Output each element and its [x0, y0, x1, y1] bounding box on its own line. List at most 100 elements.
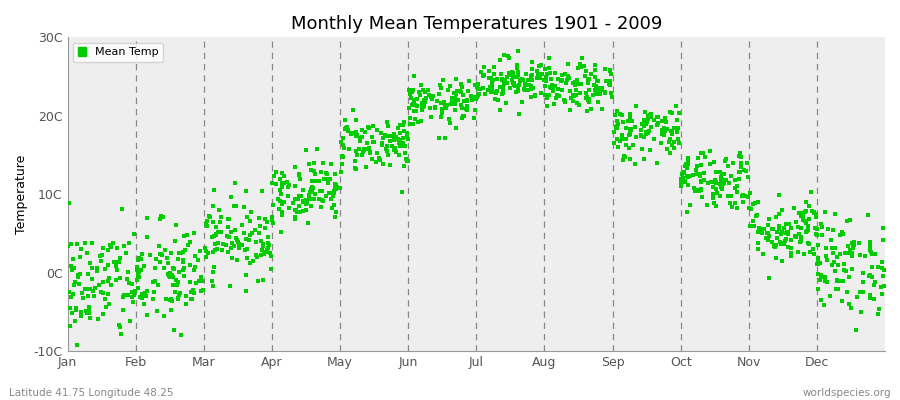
Point — [580, 80, 595, 86]
Point — [287, 214, 302, 220]
Point — [693, 186, 707, 193]
Point — [138, 290, 152, 296]
Point — [840, 218, 854, 224]
Point — [571, 65, 585, 72]
Point — [238, 188, 253, 194]
Point — [798, 209, 813, 215]
Point — [708, 186, 723, 192]
Point — [403, 95, 418, 102]
Point — [616, 152, 631, 159]
Point — [200, 218, 214, 224]
Point — [698, 154, 713, 160]
Point — [603, 68, 617, 74]
Point — [386, 131, 400, 137]
Point — [215, 247, 230, 254]
Point — [382, 138, 397, 144]
Point — [140, 293, 154, 300]
Point — [719, 177, 733, 183]
Point — [801, 203, 815, 209]
Point — [282, 204, 296, 211]
Point — [126, 230, 140, 237]
Point — [357, 147, 372, 153]
Point — [730, 205, 744, 211]
Point — [689, 163, 704, 169]
Point — [113, 331, 128, 338]
Point — [801, 223, 815, 230]
Point — [467, 115, 482, 122]
Point — [335, 161, 349, 168]
Point — [154, 251, 168, 257]
Point — [470, 84, 484, 90]
Point — [494, 71, 508, 77]
Point — [288, 216, 302, 222]
Point — [730, 189, 744, 195]
Point — [770, 229, 784, 235]
Point — [464, 97, 479, 103]
Point — [867, 282, 881, 288]
Point — [265, 214, 279, 220]
Point — [706, 184, 720, 190]
Point — [678, 177, 692, 184]
Point — [282, 182, 296, 188]
Point — [202, 214, 217, 220]
Point — [74, 246, 88, 252]
Point — [762, 216, 777, 222]
Point — [381, 123, 395, 130]
Point — [471, 92, 485, 98]
Point — [449, 91, 464, 97]
Point — [542, 65, 556, 71]
Point — [410, 119, 425, 126]
Point — [762, 275, 777, 282]
Point — [654, 126, 669, 133]
Point — [598, 90, 613, 97]
Point — [319, 170, 333, 176]
Point — [482, 74, 496, 81]
Point — [439, 105, 454, 111]
Point — [312, 178, 327, 184]
Point — [804, 188, 818, 195]
Point — [680, 182, 695, 188]
Point — [565, 92, 580, 98]
Point — [64, 294, 78, 300]
Point — [800, 240, 814, 246]
Point — [449, 76, 464, 83]
Point — [353, 138, 367, 145]
Point — [410, 103, 425, 110]
Point — [424, 114, 438, 121]
Point — [732, 169, 746, 175]
Point — [516, 77, 530, 83]
Point — [842, 250, 856, 256]
Point — [817, 302, 832, 308]
Point — [64, 240, 78, 247]
Point — [369, 159, 383, 166]
Point — [727, 185, 742, 191]
Point — [663, 150, 678, 156]
Point — [255, 246, 269, 253]
Point — [791, 249, 806, 255]
Point — [755, 230, 770, 236]
Point — [811, 257, 825, 263]
Point — [235, 242, 249, 249]
Point — [488, 96, 502, 102]
Point — [414, 118, 428, 124]
Point — [636, 121, 651, 127]
Point — [176, 273, 191, 280]
Point — [733, 168, 747, 175]
Point — [628, 124, 643, 130]
Point — [732, 176, 746, 182]
Point — [210, 246, 224, 252]
Point — [400, 158, 415, 164]
Point — [242, 236, 256, 243]
Point — [109, 263, 123, 269]
Point — [510, 69, 525, 75]
Point — [611, 144, 625, 150]
Point — [515, 76, 529, 82]
Point — [303, 167, 318, 174]
Point — [86, 288, 100, 294]
Point — [626, 142, 640, 148]
Point — [540, 94, 554, 101]
Point — [187, 253, 202, 259]
Point — [408, 116, 422, 122]
Point — [379, 146, 393, 152]
Point — [266, 220, 280, 226]
